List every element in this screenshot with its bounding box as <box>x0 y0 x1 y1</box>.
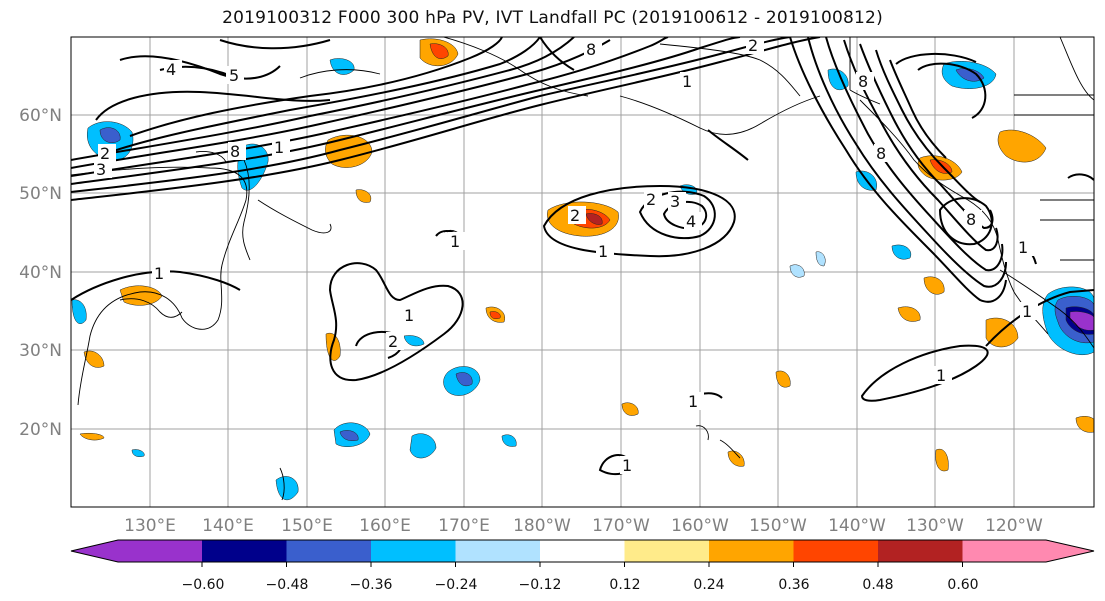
colorbar-tick-label: 0.36 <box>778 577 809 593</box>
map-plot-area: 4 5 8 2 1 3 2 8 1 2 1 3 4 2 <box>71 36 1094 507</box>
contour-label: 3 <box>670 192 680 211</box>
colorbar-segment <box>371 540 456 562</box>
colorbar-segment <box>455 540 541 562</box>
colorbar-tick-label: −0.24 <box>435 577 478 593</box>
contour-label: 4 <box>686 212 696 231</box>
contour-label: 1 <box>936 366 946 385</box>
contour-label: 8 <box>586 40 596 59</box>
lon-label: 170°W <box>592 516 650 536</box>
lon-label: 180°W <box>513 516 571 536</box>
colorbar-segment <box>878 540 963 562</box>
lon-label: 140°E <box>202 516 254 536</box>
colorbar-outline <box>70 539 1095 563</box>
lon-label: 170°E <box>438 516 490 536</box>
latitude-labels: 60°N 50°N 40°N 30°N 20°N <box>19 106 62 440</box>
lon-label: 120°W <box>985 516 1043 536</box>
contour-label: 8 <box>230 142 240 161</box>
colorbar-tick-label: −0.60 <box>182 577 225 593</box>
colorbar-segment <box>793 540 879 562</box>
contour-label: 1 <box>1018 238 1028 257</box>
colorbar-segment <box>709 540 794 562</box>
lon-label: 160°E <box>359 516 411 536</box>
lon-label: 150°W <box>749 516 807 536</box>
contour-label: 1 <box>688 392 698 411</box>
contour-label: 2 <box>748 36 758 55</box>
lon-label: 130°W <box>906 516 964 536</box>
contour-label: 4 <box>166 60 176 79</box>
colorbar-tick-label: −0.36 <box>350 577 393 593</box>
contour-label: 1 <box>598 242 608 261</box>
contour-label: 8 <box>966 210 976 229</box>
contour-label: 1 <box>622 456 632 475</box>
colorbar-tick-label: 0.24 <box>693 577 724 593</box>
map-title: 2019100312 F000 300 hPa PV, IVT Landfall… <box>222 8 883 28</box>
contour-label: 8 <box>858 72 868 91</box>
colorbar <box>70 539 1095 567</box>
colorbar-tick-label: 0.12 <box>609 577 640 593</box>
lat-label: 60°N <box>19 106 62 126</box>
colorbar-segment <box>202 540 287 562</box>
colorbar-tick-label: 0.60 <box>947 577 978 593</box>
contour-label: 2 <box>388 332 398 351</box>
lat-label: 30°N <box>19 341 62 361</box>
lon-label: 130°E <box>124 516 176 536</box>
contour-label: 1 <box>1022 302 1032 321</box>
colorbar-segment <box>286 540 372 562</box>
contour-label: 1 <box>274 138 284 157</box>
pv-contours <box>71 37 1094 476</box>
colorbar-extend-high <box>962 540 1094 562</box>
colorbar-segment <box>540 540 625 562</box>
contour-label: 2 <box>100 144 110 163</box>
lon-label: 160°W <box>671 516 729 536</box>
colorbar-tick-label: −0.12 <box>519 577 562 593</box>
lat-label: 40°N <box>19 263 62 283</box>
colorbar-segment <box>624 540 710 562</box>
map-frame <box>70 36 1095 508</box>
contour-label: 1 <box>450 232 460 251</box>
contour-label: 8 <box>876 144 886 163</box>
lat-label: 20°N <box>19 420 62 440</box>
colorbar-extend-low <box>71 540 202 562</box>
contour-label: 1 <box>682 72 692 91</box>
contour-label: 1 <box>404 306 414 325</box>
contour-label-group: 4 5 8 2 1 3 2 8 1 2 1 3 4 2 <box>94 36 1038 475</box>
lat-label: 50°N <box>19 184 62 204</box>
contour-label: 3 <box>96 160 106 179</box>
contour-label: 2 <box>646 190 656 209</box>
longitude-labels: 130°E 140°E 150°E 160°E 170°E 180°W 170°… <box>124 516 1043 536</box>
coastlines <box>71 37 1094 501</box>
contour-label: 5 <box>229 66 239 85</box>
contour-label: 1 <box>154 264 164 283</box>
lon-label: 140°W <box>828 516 886 536</box>
colorbar-tick-label: −0.48 <box>266 577 309 593</box>
contour-label: 2 <box>570 206 580 225</box>
lon-label: 150°E <box>281 516 333 536</box>
colorbar-ticks: −0.60 −0.48 −0.36 −0.24 −0.12 0.12 0.24 … <box>182 577 979 593</box>
colorbar-tick-label: 0.48 <box>862 577 893 593</box>
